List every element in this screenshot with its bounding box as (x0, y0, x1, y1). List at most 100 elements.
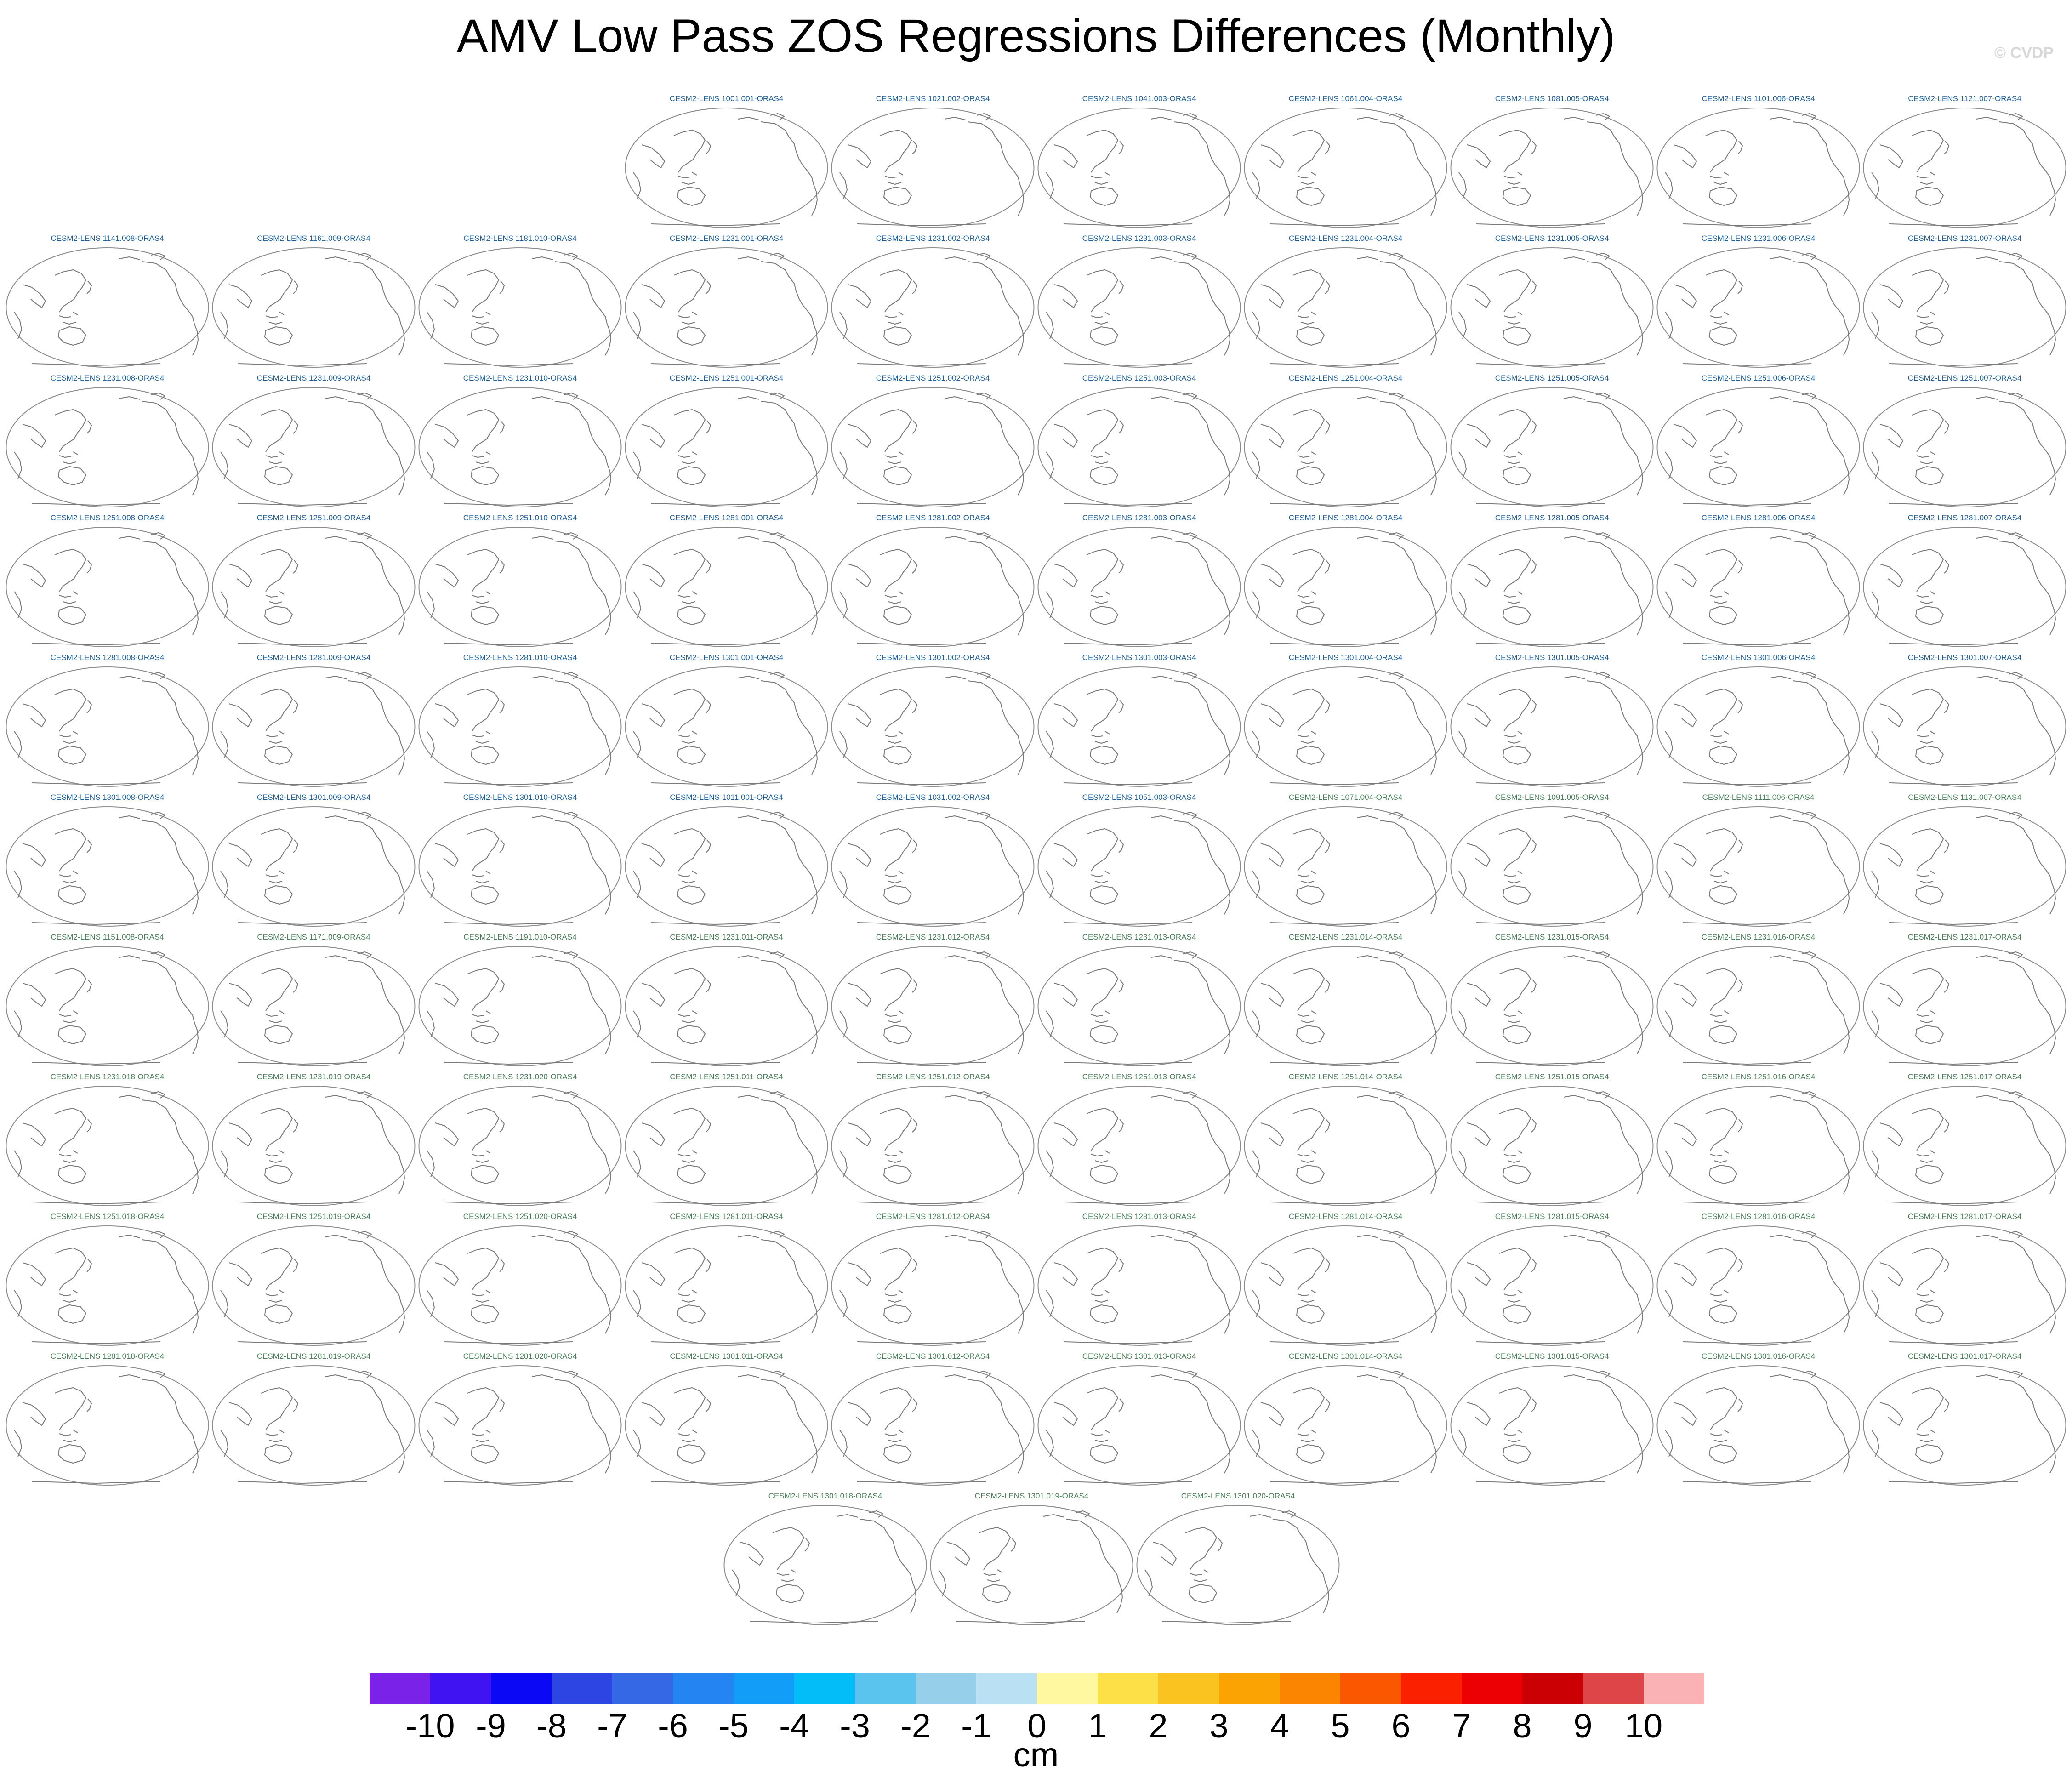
world-map (831, 108, 1035, 228)
coastline (427, 253, 611, 366)
map-outline (1244, 1365, 1447, 1486)
world-map (1244, 666, 1447, 787)
map-outline (212, 946, 416, 1066)
map-panel: CESM2-LENS 1231.011-ORAS4 (623, 933, 830, 1071)
map-outline (831, 1225, 1035, 1346)
map-outline (212, 247, 416, 368)
map-outline (1450, 666, 1654, 787)
colorbar-cell (1462, 1673, 1522, 1704)
coastline (633, 253, 818, 366)
map-panel: CESM2-LENS 1231.009-ORAS4 (211, 374, 417, 512)
colorbar-cell (1401, 1673, 1462, 1704)
map-outline (1244, 247, 1447, 368)
map-panel: CESM2-LENS 1251.006-ORAS4 (1655, 374, 1861, 512)
map-panel: CESM2-LENS 1011.001-ORAS4 (623, 793, 830, 931)
chart-title: AMV Low Pass ZOS Regressions Differences… (456, 10, 1616, 62)
panel-title: CESM2-LENS 1251.016-ORAS4 (1701, 1072, 1816, 1081)
panel-title: CESM2-LENS 1281.015-ORAS4 (1495, 1212, 1609, 1221)
coastline (839, 951, 1024, 1065)
map-panel: CESM2-LENS 1251.017-ORAS4 (1861, 1072, 2068, 1210)
coastline (1665, 672, 1850, 785)
world-map (1244, 1365, 1447, 1486)
map-panel: CESM2-LENS 1251.015-ORAS4 (1449, 1072, 1655, 1210)
map-outline (1863, 806, 2066, 927)
world-map (1863, 946, 2066, 1066)
panel-title: CESM2-LENS 1231.013-ORAS4 (1082, 933, 1196, 941)
map-panel: CESM2-LENS 1281.004-ORAS4 (1242, 513, 1449, 651)
map-outline (1244, 806, 1447, 927)
colorbar-tick-label: 0 (1027, 1707, 1047, 1745)
coastline (1458, 113, 1643, 226)
map-outline (1037, 1086, 1241, 1206)
coastline (1046, 532, 1230, 645)
panel-title: CESM2-LENS 1251.008-ORAS4 (50, 513, 165, 522)
panel-title: CESM2-LENS 1301.008-ORAS4 (50, 793, 165, 802)
panel-title: CESM2-LENS 1281.013-ORAS4 (1082, 1212, 1196, 1221)
map-panel: CESM2-LENS 1251.020-ORAS4 (417, 1212, 623, 1350)
world-map (1656, 1086, 1860, 1206)
map-outline (212, 1365, 416, 1486)
coastline (633, 393, 818, 506)
world-map (625, 527, 828, 647)
map-outline (831, 1086, 1035, 1206)
map-panel: CESM2-LENS 1231.012-ORAS4 (830, 933, 1036, 1071)
world-map (831, 1365, 1035, 1486)
map-panel: CESM2-LENS 1141.008-ORAS4 (4, 234, 211, 372)
panel-title: CESM2-LENS 1281.006-ORAS4 (1701, 513, 1816, 522)
map-panel: CESM2-LENS 1301.003-ORAS4 (1036, 653, 1242, 791)
map-panel: CESM2-LENS 1251.010-ORAS4 (417, 513, 623, 651)
map-outline (1656, 108, 1860, 228)
map-panel: CESM2-LENS 1231.015-ORAS4 (1449, 933, 1655, 1071)
coastline (220, 951, 405, 1065)
map-outline (625, 946, 828, 1066)
coastline (14, 532, 199, 645)
map-outline (212, 1086, 416, 1206)
panel-title: CESM2-LENS 1281.005-ORAS4 (1495, 513, 1609, 522)
coastline (839, 1371, 1024, 1484)
world-map (418, 387, 622, 507)
panel-title: CESM2-LENS 1301.007-ORAS4 (1907, 653, 2022, 662)
world-map (1244, 946, 1447, 1066)
panel-title: CESM2-LENS 1281.019-ORAS4 (256, 1352, 371, 1361)
map-outline (625, 527, 828, 647)
world-map (1656, 666, 1860, 787)
world-map (1450, 1225, 1654, 1346)
coastline (1665, 1091, 1850, 1204)
coastline (1046, 951, 1230, 1065)
map-panel: CESM2-LENS 1231.005-ORAS4 (1449, 234, 1655, 372)
map-outline (418, 1225, 622, 1346)
map-panel: CESM2-LENS 1231.016-ORAS4 (1655, 933, 1861, 1071)
panel-title: CESM2-LENS 1251.001-ORAS4 (669, 374, 784, 382)
world-map (212, 946, 416, 1066)
world-map (6, 387, 209, 507)
map-outline (6, 387, 209, 507)
world-map (418, 1086, 622, 1206)
colorbar (370, 1673, 1704, 1704)
map-outline (212, 806, 416, 927)
map-panel: CESM2-LENS 1281.010-ORAS4 (417, 653, 623, 791)
panel-title: CESM2-LENS 1231.015-ORAS4 (1495, 933, 1609, 941)
map-outline (1863, 108, 2066, 228)
colorbar-cell (1340, 1673, 1401, 1704)
panel-title: CESM2-LENS 1251.012-ORAS4 (876, 1072, 990, 1081)
map-panel: CESM2-LENS 1251.009-ORAS4 (211, 513, 417, 651)
map-panel: CESM2-LENS 1121.007-ORAS4 (1861, 94, 2068, 232)
coastline (1871, 812, 2056, 925)
coastline (1252, 253, 1437, 366)
map-outline (625, 108, 828, 228)
map-panel: CESM2-LENS 1251.018-ORAS4 (4, 1212, 211, 1350)
map-outline (831, 946, 1035, 1066)
coastline (1252, 672, 1437, 785)
world-map (1037, 108, 1241, 228)
panel-title: CESM2-LENS 1301.014-ORAS4 (1288, 1352, 1403, 1361)
map-outline (1656, 1086, 1860, 1206)
panel-title: CESM2-LENS 1181.010-ORAS4 (463, 234, 577, 243)
map-outline (212, 666, 416, 787)
colorbar-tick-label: -7 (597, 1707, 627, 1745)
world-map (1656, 806, 1860, 927)
coastline (14, 1371, 199, 1484)
coastline (1046, 253, 1230, 366)
map-outline (418, 666, 622, 787)
panel-title: CESM2-LENS 1301.017-ORAS4 (1907, 1352, 2022, 1361)
map-panel: CESM2-LENS 1251.012-ORAS4 (830, 1072, 1036, 1210)
